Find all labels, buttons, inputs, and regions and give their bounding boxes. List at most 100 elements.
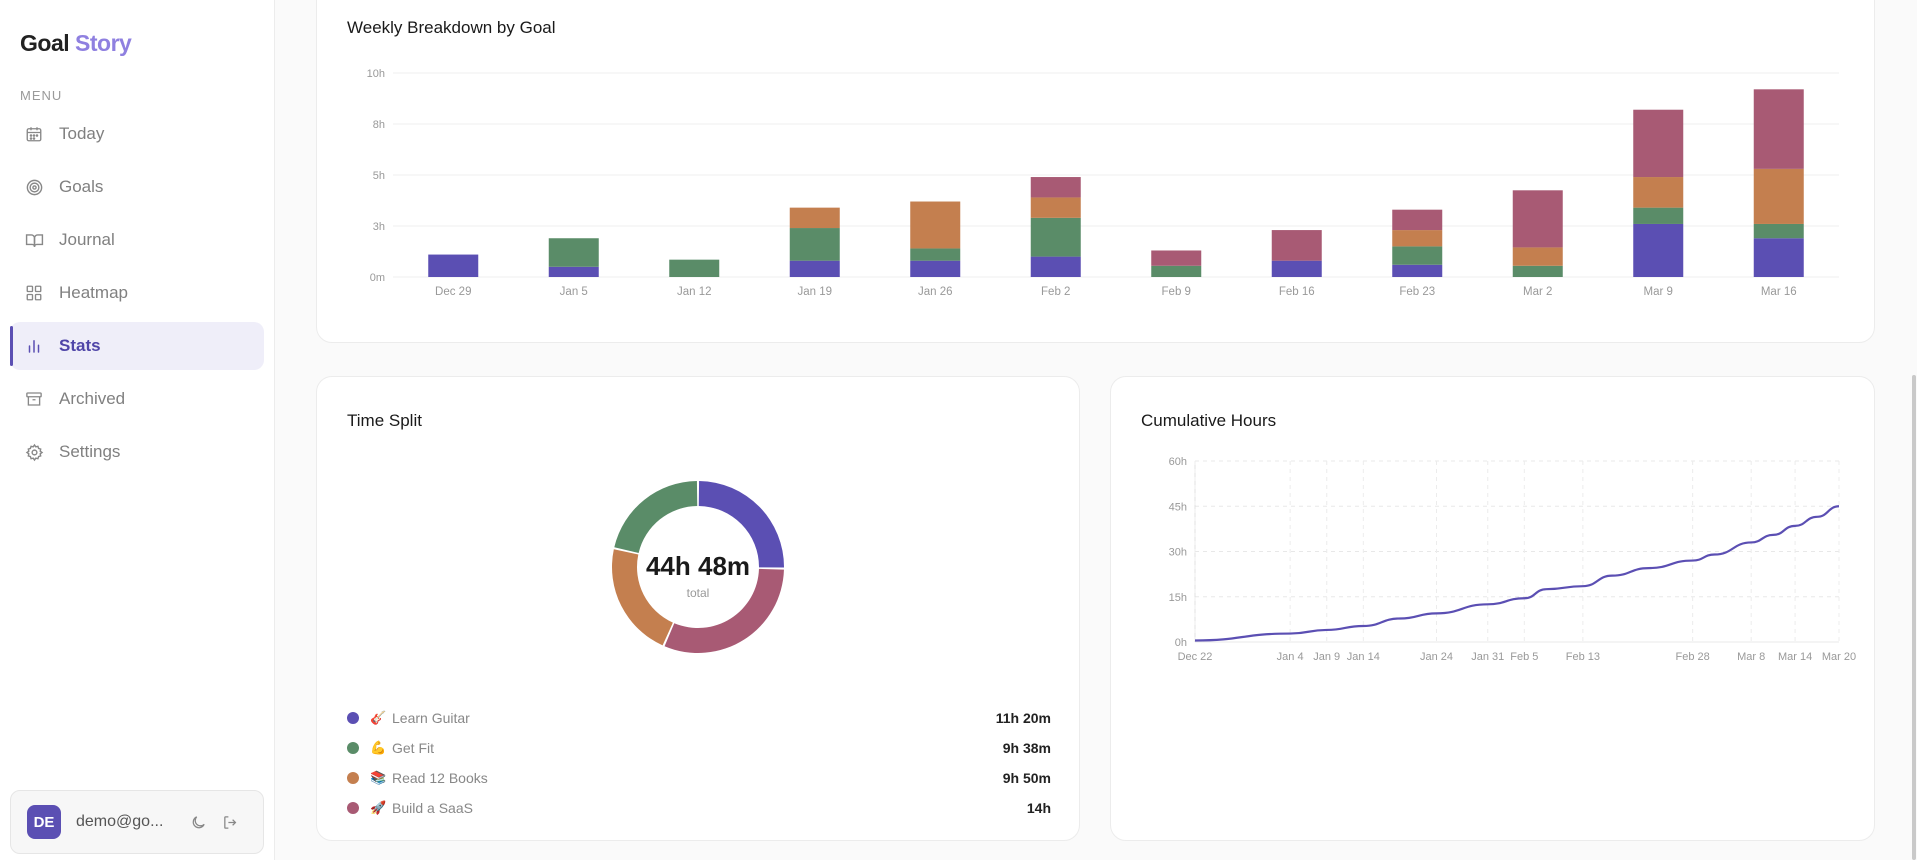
bar-segment: [1151, 265, 1202, 277]
x-tick-label: Mar 20: [1822, 651, 1856, 663]
bar-segment: [1512, 247, 1563, 266]
sidebar-item-label: Archived: [59, 389, 126, 408]
bar-segment: [1392, 264, 1443, 277]
legend-value: 14h: [1026, 800, 1051, 816]
x-tick-label: Jan 4: [1277, 651, 1304, 663]
card-title: Time Split: [347, 411, 422, 430]
page-scrollbar[interactable]: [1912, 375, 1916, 860]
y-tick-label: 3h: [373, 221, 385, 233]
weekly-breakdown-card: Weekly Breakdown by Goal 0m 3h 5h 8h 10h Dec …: [316, 0, 1875, 343]
bar-segment: [1512, 265, 1563, 277]
user-panel: DE demo@go...: [10, 790, 264, 854]
x-tick-label: Feb 9: [1162, 286, 1191, 298]
brand-logo[interactable]: Goal Story: [20, 30, 132, 57]
cumulative-line: [1194, 505, 1840, 642]
bar-segment: [910, 248, 961, 261]
bar-segment: [1512, 190, 1563, 248]
bar-segment: [910, 201, 961, 249]
bar-segment: [789, 207, 840, 229]
x-tick-label: Feb 13: [1566, 651, 1600, 663]
sidebar-item-today[interactable]: Today: [10, 110, 264, 158]
sidebar-item-settings[interactable]: Settings: [10, 428, 264, 476]
bar-segment: [1753, 168, 1804, 224]
legend-name: Learn Guitar: [392, 710, 470, 726]
bar-segment: [1633, 177, 1684, 208]
sidebar-item-label: Heatmap: [59, 283, 128, 302]
legend-value: 9h 38m: [1002, 740, 1051, 756]
card-title: Cumulative Hours: [1141, 411, 1277, 430]
legend-value: 11h 20m: [995, 710, 1051, 726]
cumulative-line-chart: 0h 15h 30h 45h 60h Dec 22 Jan 4 Jan 9 Jan 14 Jan …: [1169, 456, 1856, 663]
bar-segment: [1271, 230, 1322, 261]
brand-part-1: Goal: [20, 30, 70, 56]
bar-segment: [1633, 223, 1684, 277]
x-tick-label: Feb 5: [1510, 651, 1538, 663]
archive-icon: [24, 389, 44, 409]
guitar-icon: 🎸: [370, 710, 387, 725]
bar-segment: [548, 238, 599, 267]
legend-item: 🚀 Build a SaaS 14h: [347, 793, 1051, 823]
bar-segment: [1030, 177, 1081, 198]
time-split-card: Time Split 44h 48m total 🎸 Learn Guitar 1…: [316, 376, 1080, 841]
bar-segment: [1392, 230, 1443, 247]
card-title: Weekly Breakdown by Goal: [347, 18, 556, 37]
x-tick-label: Mar 9: [1644, 286, 1673, 298]
bar-chart-icon: [24, 336, 44, 356]
x-tick-label: Dec 29: [435, 286, 471, 298]
sidebar-item-journal[interactable]: Journal: [10, 216, 264, 264]
cumulative-hours-card: Cumulative Hours 0h 15h 30h 45h 60h Dec 22 Jan…: [1110, 376, 1875, 841]
sidebar-item-archived[interactable]: Archived: [10, 375, 264, 423]
brand-part-2: Story: [75, 30, 132, 56]
legend-name: Get Fit: [392, 740, 435, 756]
y-tick-label: 0h: [1175, 637, 1187, 649]
x-tick-label: Feb 16: [1279, 286, 1315, 298]
legend-item: 💪 Get Fit 9h 38m: [347, 733, 1051, 763]
sidebar-nav: Today Goals Journal Heatmap Stats: [10, 110, 264, 481]
sidebar-item-stats[interactable]: Stats: [10, 322, 264, 370]
bar-segment: [1753, 238, 1804, 277]
y-tick-label: 30h: [1169, 547, 1187, 559]
x-tick-label: Jan 26: [918, 286, 953, 298]
x-tick-label: Feb 2: [1041, 286, 1070, 298]
sidebar-item-goals[interactable]: Goals: [10, 163, 264, 211]
bar-segment: [1030, 217, 1081, 257]
flexed-arm-icon: 💪: [370, 740, 387, 755]
x-tick-label: Feb 23: [1399, 286, 1435, 298]
bar-segment: [789, 260, 840, 277]
bar-segment: [428, 254, 479, 277]
sidebar-item-label: Journal: [59, 230, 115, 249]
logout-icon[interactable]: [220, 812, 240, 832]
x-tick-label: Mar 14: [1778, 651, 1812, 663]
y-tick-label: 45h: [1169, 501, 1187, 513]
legend-name: Build a SaaS: [392, 800, 473, 816]
calendar-icon: [24, 124, 44, 144]
moon-icon[interactable]: [188, 812, 208, 832]
bar-segment: [669, 259, 720, 277]
legend-dot: [347, 712, 359, 724]
time-split-donut: 44h 48m total: [612, 481, 784, 653]
x-tick-label: Jan 31: [1471, 651, 1504, 663]
sidebar: Goal Story MENU Today Goals Journal H: [0, 0, 275, 860]
x-tick-label: Mar 16: [1761, 286, 1797, 298]
rocket-icon: 🚀: [370, 800, 387, 815]
bar-segment: [1030, 256, 1081, 277]
bar-segment: [1392, 209, 1443, 231]
bar-segment: [1633, 109, 1684, 178]
donut-slice: [614, 481, 698, 553]
avatar[interactable]: DE: [27, 805, 61, 839]
sidebar-item-heatmap[interactable]: Heatmap: [10, 269, 264, 317]
x-tick-label: Jan 19: [797, 286, 832, 298]
bar-segment: [1753, 89, 1804, 169]
x-tick-label: Dec 22: [1178, 651, 1213, 663]
bar-segment: [910, 260, 961, 277]
donut-slice: [612, 549, 673, 646]
bar-segment: [1271, 260, 1322, 277]
target-icon: [24, 177, 44, 197]
user-email: demo@go...: [76, 813, 164, 830]
gear-icon: [24, 442, 44, 462]
bar-segment: [789, 228, 840, 261]
grid-icon: [24, 283, 44, 303]
total-label: total: [687, 586, 710, 600]
bar-segment: [1392, 246, 1443, 265]
bar-segment: [548, 266, 599, 277]
